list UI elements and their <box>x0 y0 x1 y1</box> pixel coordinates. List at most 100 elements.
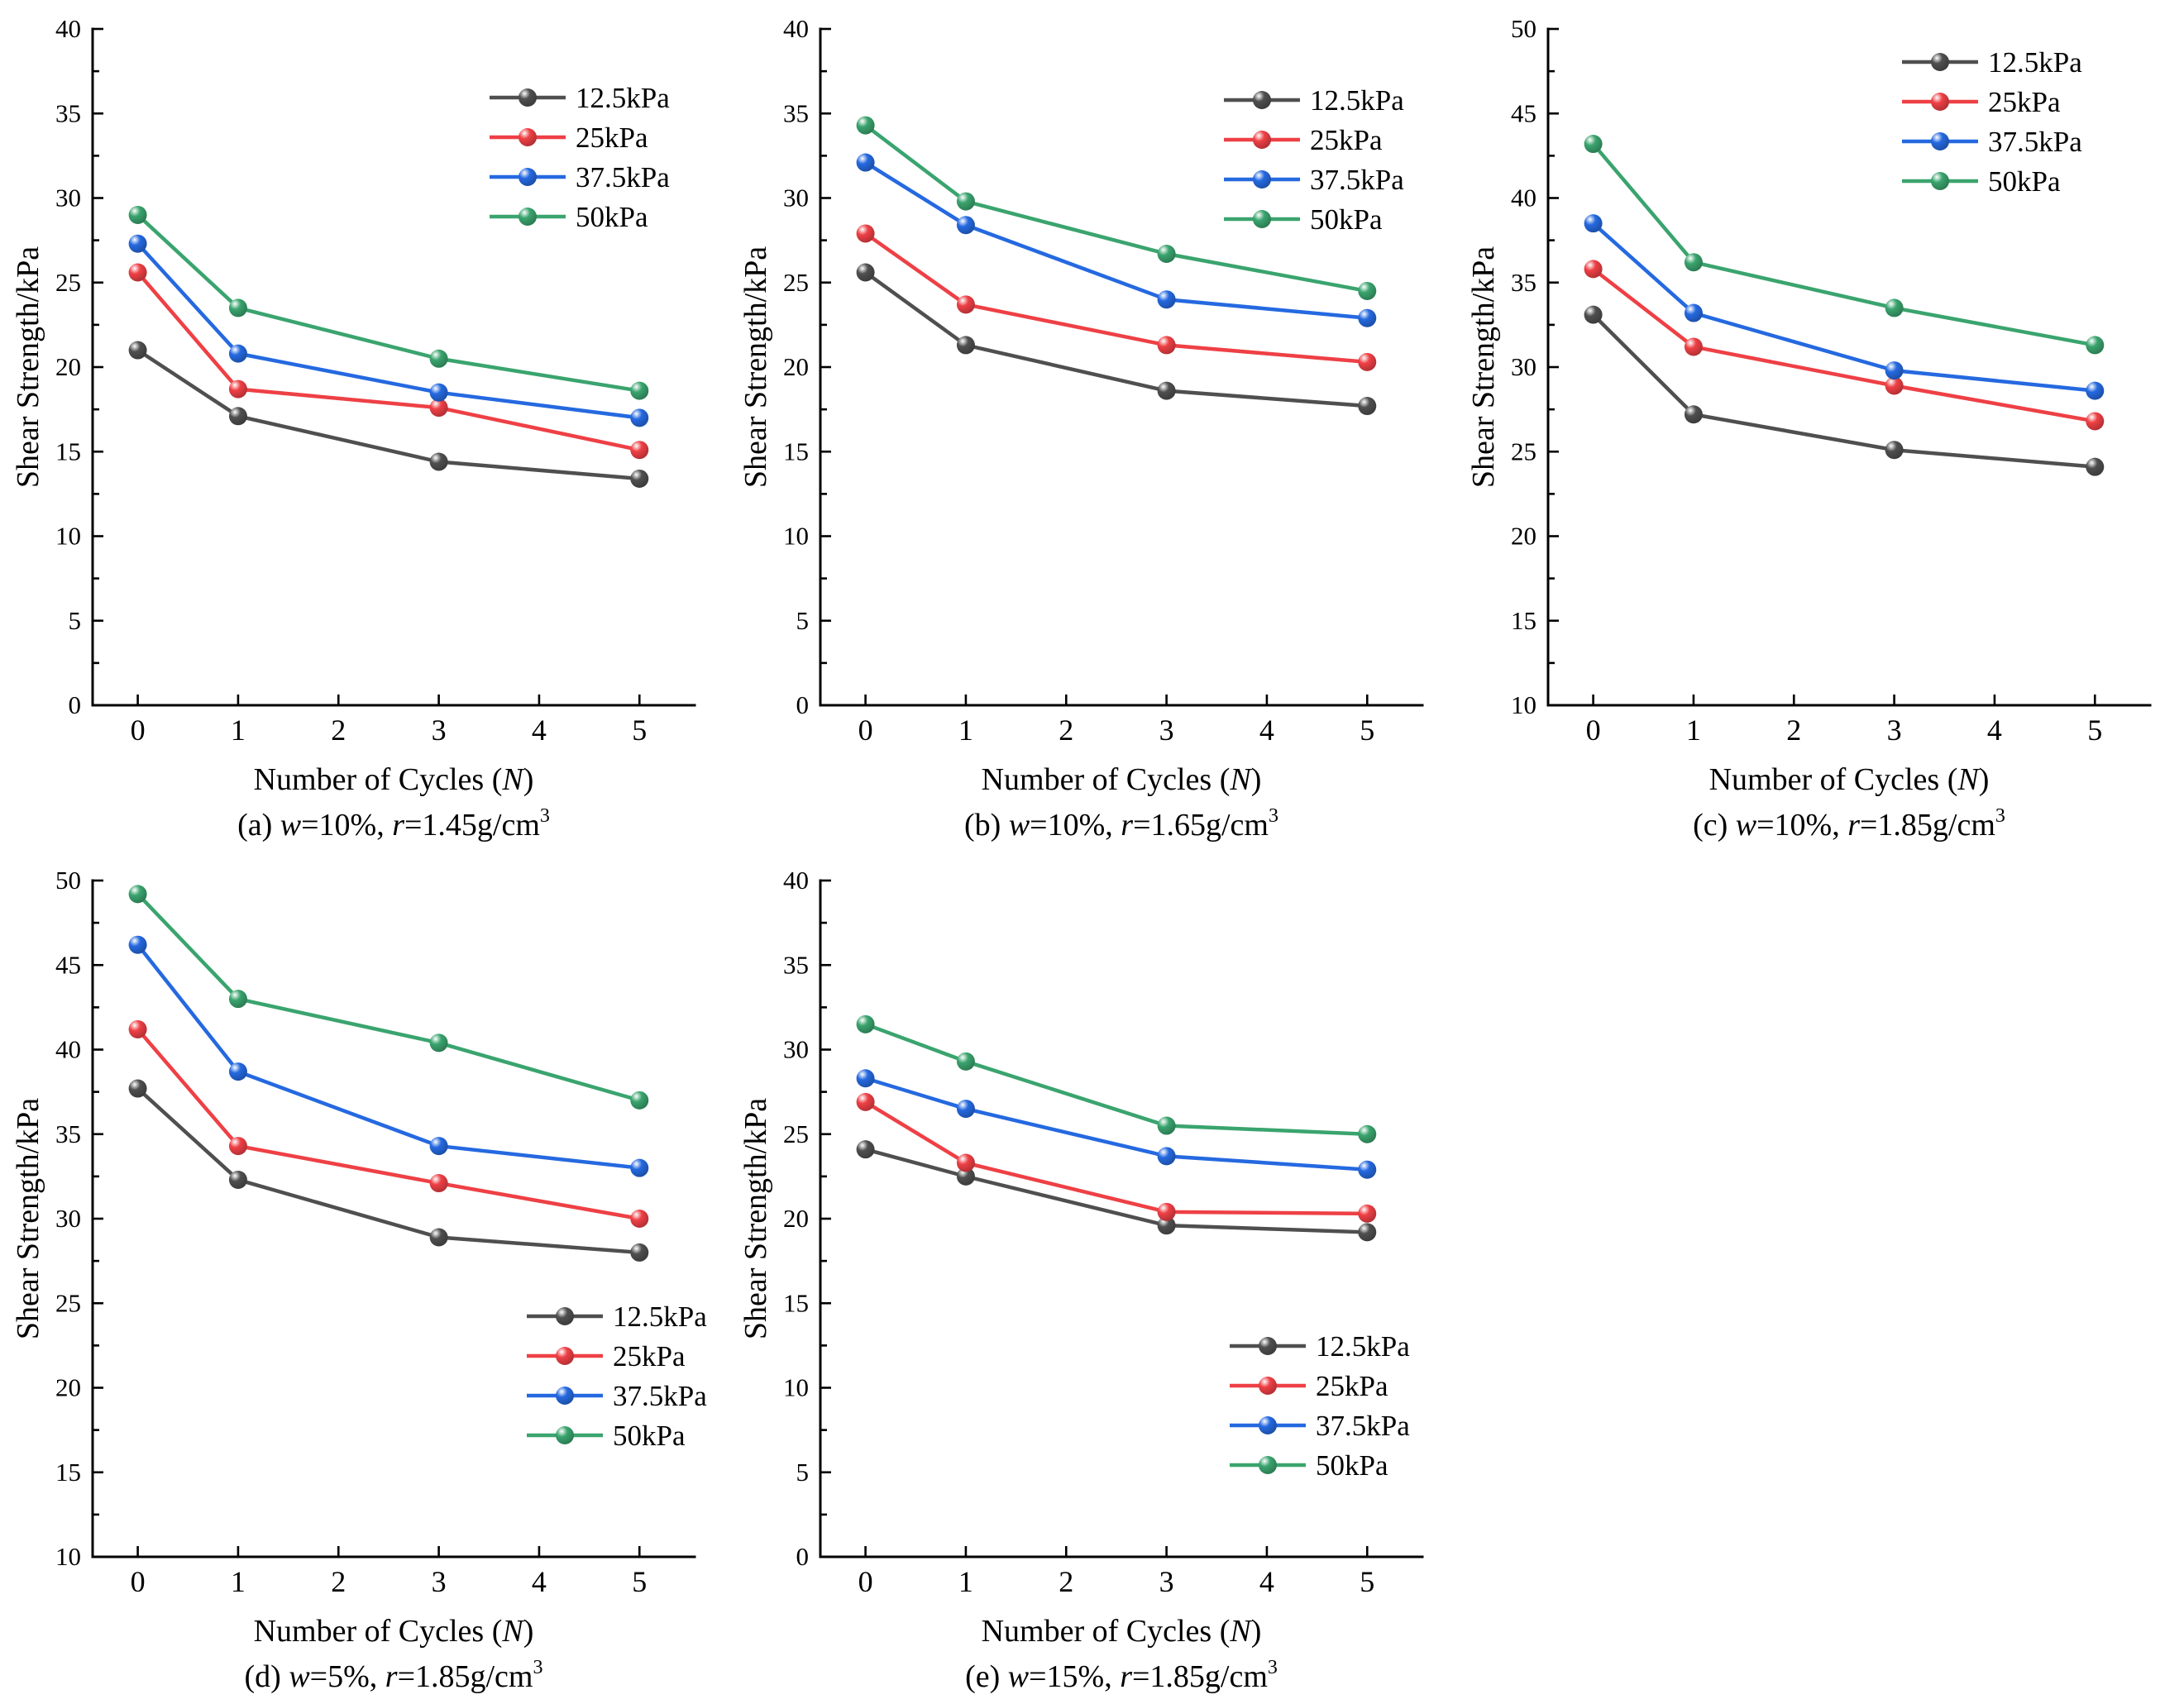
y-tick-label: 25 <box>1511 437 1536 465</box>
legend-item-12.5kPa: 12.5kPa <box>527 1301 707 1333</box>
data-point-marker <box>630 1091 649 1110</box>
legend-label: 50kPa <box>1316 1449 1388 1482</box>
legend-item-12.5kPa: 12.5kPa <box>1230 1330 1410 1363</box>
data-point-marker <box>429 399 448 418</box>
series-line <box>863 160 1369 320</box>
x-axis-label: Number of Cycles (N) <box>1709 762 1990 797</box>
data-point-marker <box>1931 53 1949 71</box>
y-tick-label: 10 <box>55 1542 81 1571</box>
data-point-marker <box>128 1079 147 1098</box>
data-point-marker <box>856 224 875 243</box>
legend-item-25kPa: 25kPa <box>1902 86 2061 118</box>
data-point-marker <box>128 341 147 360</box>
x-tick-label: 5 <box>632 1565 647 1598</box>
data-point-marker <box>856 1069 875 1088</box>
data-point-marker <box>956 336 975 355</box>
data-point-marker <box>1584 305 1603 324</box>
legend-item-50kPa: 50kPa <box>490 201 648 233</box>
series-line <box>136 348 642 481</box>
y-axis-label: Shear Strength/kPa <box>11 1098 45 1339</box>
y-tick-label: 40 <box>55 14 81 43</box>
y-tick-label: 50 <box>1511 14 1536 43</box>
x-tick-label: 3 <box>432 1565 447 1598</box>
series-25kPa <box>856 1092 1377 1223</box>
y-tick-label: 0 <box>69 690 82 719</box>
legend-label: 37.5kPa <box>613 1380 707 1412</box>
data-point-marker <box>556 1307 574 1325</box>
data-point-marker <box>128 263 147 282</box>
y-tick-label: 25 <box>783 268 809 297</box>
data-point-marker <box>228 344 247 363</box>
chart-panel-c: 10 15 20 25 30 35 40 45 50 0 1 2 3 4 5 12.5kPa 25kPa 37.5… <box>1455 0 2183 852</box>
chart-panel-e: 0 5 10 15 20 25 30 35 40 0 1 2 3 4 5 12.5kPa 25kPa 37.5kP… <box>728 852 1455 1703</box>
chart-panel-b: 0 5 10 15 20 25 30 35 40 0 1 2 3 4 5 12.5kPa 25kPa 37.5kP… <box>728 0 1455 852</box>
x-axis-label: Number of Cycles (N) <box>254 1614 534 1649</box>
chart-caption: (a) w=10%, r=1.45g/cm3 <box>237 805 550 842</box>
series-37.5kPa <box>1584 214 2105 400</box>
x-tick-label: 4 <box>1987 714 2002 747</box>
series-50kPa <box>856 116 1377 300</box>
x-tick-label: 3 <box>1159 714 1174 747</box>
x-tick-label: 2 <box>331 714 346 747</box>
data-point-marker <box>228 1170 247 1189</box>
legend-item-12.5kPa: 12.5kPa <box>1902 46 2082 79</box>
legend-item-50kPa: 50kPa <box>1230 1449 1388 1482</box>
y-tick-label: 40 <box>1511 184 1536 212</box>
data-point-marker <box>1157 1147 1176 1166</box>
y-tick-label: 20 <box>55 1373 81 1402</box>
series-line <box>1591 267 2097 423</box>
y-tick-label: 15 <box>1511 606 1536 635</box>
series-line <box>863 231 1369 365</box>
data-point-marker <box>956 1167 975 1186</box>
data-point-marker <box>519 208 537 226</box>
data-point-marker <box>2086 336 2105 355</box>
data-point-marker <box>1358 397 1377 416</box>
data-point-marker <box>1157 381 1176 400</box>
data-point-marker <box>556 1347 574 1365</box>
data-point-marker <box>228 298 247 317</box>
data-point-marker <box>1358 1223 1377 1242</box>
chart-a-canvas: 0 5 10 15 20 25 30 35 40 0 1 2 3 4 5 12.5kPa 25kPa 37.5kP… <box>11 14 696 842</box>
x-tick-label: 5 <box>1360 1565 1374 1598</box>
x-axis-label: Number of Cycles (N) <box>254 762 534 797</box>
y-tick-label: 5 <box>69 606 82 635</box>
x-tick-label: 1 <box>958 1565 973 1598</box>
data-point-marker <box>429 1228 448 1247</box>
x-axis-label: Number of Cycles (N) <box>982 1614 1262 1649</box>
data-point-marker <box>1358 1160 1377 1179</box>
x-tick-label: 2 <box>1786 714 1801 747</box>
chart-b-canvas: 0 5 10 15 20 25 30 35 40 0 1 2 3 4 5 12.5kPa 25kPa 37.5kP… <box>738 14 1424 842</box>
x-tick-label: 4 <box>1259 1565 1274 1598</box>
x-tick-label: 1 <box>1686 714 1701 747</box>
data-point-marker <box>630 1243 649 1262</box>
x-tick-label: 4 <box>532 714 547 747</box>
data-point-marker <box>1931 132 1949 150</box>
x-tick-label: 1 <box>958 714 973 747</box>
y-axis-label: Shear Strength/kPa <box>738 1098 773 1339</box>
data-point-marker <box>1253 170 1271 189</box>
data-point-marker <box>1157 1216 1176 1235</box>
data-point-marker <box>2086 381 2105 400</box>
legend: 12.5kPa 25kPa 37.5kPa 50kPa <box>1902 46 2082 198</box>
legend-item-37.5kPa: 37.5kPa <box>1902 126 2082 158</box>
data-point-marker <box>1885 441 1904 460</box>
chart-panel-d: 10 15 20 25 30 35 40 45 50 0 1 2 3 4 5 12.5kPa 25kPa 37.5… <box>0 852 728 1703</box>
series-line <box>136 892 642 1103</box>
data-point-marker <box>1684 405 1703 424</box>
legend-label: 25kPa <box>576 122 648 154</box>
data-point-marker <box>1931 93 1949 111</box>
x-tick-label: 4 <box>532 1565 547 1598</box>
series-50kPa <box>856 1014 1377 1143</box>
x-axis-ticks: 0 1 2 3 4 5 <box>131 1546 647 1598</box>
y-tick-label: 45 <box>1511 98 1536 127</box>
data-point-marker <box>429 383 448 402</box>
legend-item-25kPa: 25kPa <box>490 122 648 154</box>
x-axis-ticks: 0 1 2 3 4 5 <box>858 1546 1374 1598</box>
y-tick-label: 25 <box>783 1119 809 1148</box>
series-line <box>863 1147 1369 1234</box>
data-point-marker <box>956 1100 975 1119</box>
data-point-marker <box>1259 1416 1277 1434</box>
data-point-marker <box>429 349 448 368</box>
